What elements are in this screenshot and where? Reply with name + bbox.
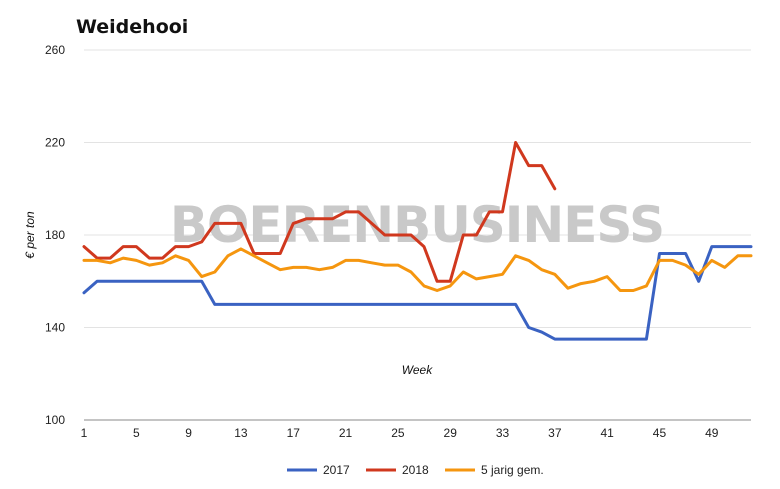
x-tick-label: 5 xyxy=(133,426,140,440)
series-line-2018 xyxy=(82,141,557,283)
y-tick-label: 180 xyxy=(45,228,65,242)
y-axis-label: € per ton xyxy=(23,211,37,259)
y-tick-label: 220 xyxy=(45,136,65,150)
x-tick-label: 41 xyxy=(600,426,614,440)
x-tick-label: 17 xyxy=(287,426,301,440)
series-line-5-jarig-gem- xyxy=(82,247,753,292)
x-tick-label: 1 xyxy=(81,426,88,440)
legend: 2017 2018 5 jarig gem. xyxy=(287,463,544,477)
x-tick-label: 33 xyxy=(496,426,510,440)
x-tick-label: 37 xyxy=(548,426,562,440)
x-axis-ticks: 1 5 9 13 17 21 25 29 33 37 41 45 49 xyxy=(81,426,719,440)
series-line-2017 xyxy=(82,245,753,341)
x-tick-label: 49 xyxy=(705,426,719,440)
legend-label: 2018 xyxy=(402,463,429,477)
watermark-logo: BOERENBUSINESS xyxy=(170,196,664,254)
x-tick-label: 29 xyxy=(444,426,458,440)
y-tick-label: 260 xyxy=(45,43,65,57)
x-axis-label: Week xyxy=(402,363,433,377)
x-tick-label: 25 xyxy=(391,426,405,440)
legend-label: 5 jarig gem. xyxy=(481,463,544,477)
x-tick-label: 21 xyxy=(339,426,353,440)
x-tick-label: 13 xyxy=(234,426,248,440)
legend-label: 2017 xyxy=(323,463,350,477)
x-tick-label: 9 xyxy=(185,426,192,440)
series-lines xyxy=(82,141,753,341)
y-tick-label: 140 xyxy=(45,321,65,335)
chart-title: Weidehooi xyxy=(76,16,188,38)
y-tick-label: 100 xyxy=(45,413,65,427)
gridlines xyxy=(84,49,751,421)
x-tick-label: 45 xyxy=(653,426,667,440)
y-axis-ticks: 100 140 180 220 260 xyxy=(45,43,65,427)
